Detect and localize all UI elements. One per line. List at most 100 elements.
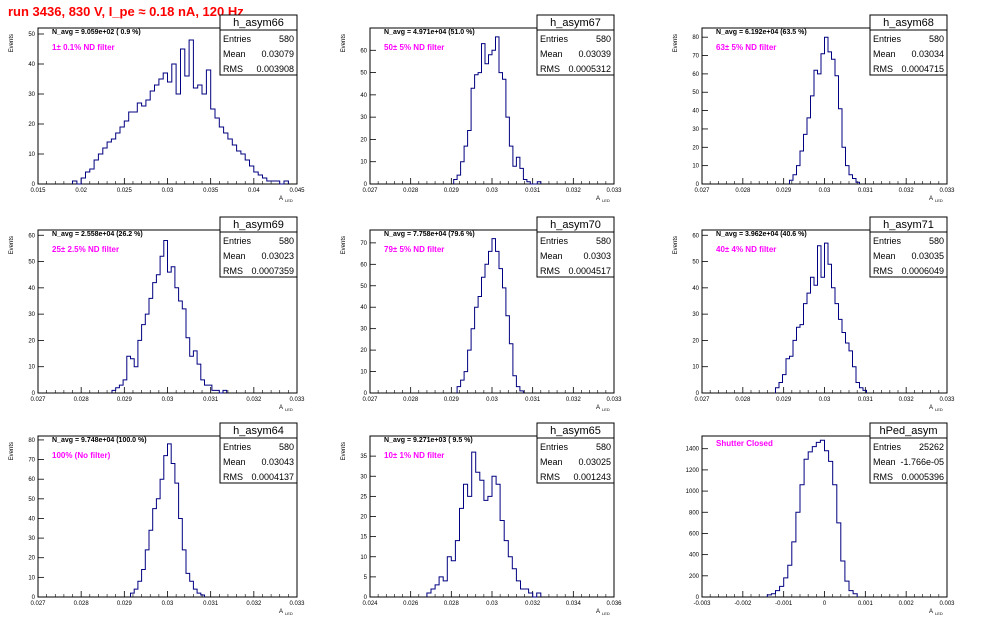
x-tick-label: 0.03 xyxy=(486,188,498,194)
stats-key: RMS xyxy=(223,266,243,276)
y-tick-label: 50 xyxy=(28,497,35,503)
stats-value: 0.03034 xyxy=(911,49,944,59)
stats-value: 580 xyxy=(596,236,611,246)
y-tick-label: 800 xyxy=(689,510,700,516)
stats-title: h_asym65 xyxy=(550,425,601,437)
stats-key: Entries xyxy=(223,442,252,452)
y-tick-label: 60 xyxy=(28,233,35,239)
y-tick-label: 30 xyxy=(360,474,367,480)
y-tick-label: 1200 xyxy=(686,468,700,474)
histogram-steps xyxy=(453,36,542,185)
stats-key: Entries xyxy=(223,34,252,44)
x-tick-label: -0.001 xyxy=(775,601,793,607)
x-axis-label: A LED xyxy=(279,405,293,412)
y-tick-label: 20 xyxy=(692,338,699,344)
stats-key: Mean xyxy=(873,251,896,261)
x-tick-label: 0.031 xyxy=(203,601,219,607)
histogram-panel-h_asym64: 0.027 0.028 0.029 0.03 0.031 0.032 0.033 0 10 20 3… xyxy=(9,422,305,616)
navg-label: N_avg = 3.962e+04 (40.6 %) xyxy=(716,231,807,238)
x-tick-label: 0.035 xyxy=(203,188,219,194)
x-tick-label: 0.031 xyxy=(203,397,219,403)
stats-box xyxy=(869,14,948,76)
x-tick-label: 0.02 xyxy=(75,188,87,194)
y-axis-label: Events xyxy=(673,34,679,52)
y-tick-label: 0 xyxy=(32,595,36,601)
x-tick-label: 0.033 xyxy=(606,397,622,403)
stats-box xyxy=(219,422,298,484)
stats-value: -1.766e-05 xyxy=(900,457,944,467)
y-tick-label: 15 xyxy=(360,535,367,541)
y-tick-label: 0 xyxy=(696,182,700,188)
x-tick-label: 0.032 xyxy=(246,601,262,607)
y-tick-label: 70 xyxy=(360,241,367,247)
y-tick-label: 10 xyxy=(28,575,35,581)
y-tick-label: 60 xyxy=(692,233,699,239)
navg-label: N_avg = 9.271e+03 ( 9.5 %) xyxy=(384,437,473,444)
x-axis-label: A LED xyxy=(929,609,943,616)
stats-title: h_asym67 xyxy=(550,17,601,29)
x-axis-label: A LED xyxy=(596,405,610,412)
y-tick-label: 1400 xyxy=(686,447,700,453)
y-tick-label: 30 xyxy=(28,92,35,98)
stats-key: RMS xyxy=(223,64,243,74)
y-tick-label: 20 xyxy=(360,348,367,354)
stats-value: 580 xyxy=(929,236,944,246)
y-tick-label: 20 xyxy=(360,515,367,521)
stats-title: h_asym64 xyxy=(233,425,284,437)
filter-annotation: 100% (No filter) xyxy=(52,451,111,460)
histogram-panel-h_asym65: 0.024 0.026 0.028 0.03 0.032 0.034 0.036 0 5 10 15… xyxy=(341,422,622,616)
y-axis-label: Events xyxy=(341,442,347,460)
stats-value: 0.0004517 xyxy=(568,266,611,276)
x-axis-label: A LED xyxy=(596,609,610,616)
x-tick-label: 0.027 xyxy=(694,188,710,194)
x-tick-label: 0.025 xyxy=(117,188,133,194)
y-tick-label: 0 xyxy=(364,391,368,397)
x-tick-label: 0.03 xyxy=(486,601,498,607)
stats-key: Mean xyxy=(540,49,563,59)
y-tick-label: 30 xyxy=(692,127,699,133)
stats-title: hPed_asym xyxy=(879,425,937,437)
stats-title: h_asym71 xyxy=(883,219,934,231)
stats-box xyxy=(536,14,615,76)
x-tick-label: 0.027 xyxy=(362,188,378,194)
stats-value: 0.0005396 xyxy=(901,472,944,482)
x-tick-label: 0.036 xyxy=(606,601,622,607)
x-tick-label: -0.003 xyxy=(693,601,711,607)
histogram-panel-h_asym71: 0.027 0.028 0.029 0.03 0.031 0.032 0.033 0 10 20 3… xyxy=(673,216,955,412)
x-tick-label: 0.032 xyxy=(246,397,262,403)
y-tick-label: 60 xyxy=(692,72,699,78)
stats-key: Entries xyxy=(540,236,569,246)
y-tick-label: 20 xyxy=(28,122,35,128)
y-tick-label: 40 xyxy=(28,516,35,522)
x-tick-label: 0.028 xyxy=(444,601,460,607)
x-tick-label: 0.033 xyxy=(289,397,305,403)
stats-value: 0.003908 xyxy=(256,64,294,74)
x-tick-label: 0.026 xyxy=(403,601,419,607)
x-tick-label: 0.027 xyxy=(694,397,710,403)
y-tick-label: 10 xyxy=(28,365,35,371)
stats-key: Entries xyxy=(873,236,902,246)
y-tick-label: 20 xyxy=(28,338,35,344)
x-tick-label: 0.028 xyxy=(735,397,751,403)
y-tick-label: 50 xyxy=(28,260,35,266)
y-tick-label: 30 xyxy=(28,312,35,318)
stats-value: 0.0007359 xyxy=(251,266,294,276)
x-tick-label: 0.033 xyxy=(939,397,955,403)
x-tick-label: 0.001 xyxy=(858,601,874,607)
histogram-panel-h_asym67: 0.027 0.028 0.029 0.03 0.031 0.032 0.033 0 10 20 3… xyxy=(341,14,622,203)
x-tick-label: 0.045 xyxy=(289,188,305,194)
stats-value: 580 xyxy=(596,34,611,44)
y-tick-label: 0 xyxy=(32,182,36,188)
y-axis-label: Events xyxy=(9,236,15,254)
y-tick-label: 1000 xyxy=(686,489,700,495)
x-tick-label: 0.032 xyxy=(525,601,541,607)
stats-value: 580 xyxy=(279,236,294,246)
x-tick-label: 0.03 xyxy=(486,397,498,403)
y-tick-label: 80 xyxy=(692,35,699,41)
navg-label: N_avg = 9.748e+04 (100.0 %) xyxy=(52,437,147,444)
y-axis-label: Events xyxy=(9,34,15,52)
y-tick-label: 0 xyxy=(696,391,700,397)
x-tick-label: 0.03 xyxy=(819,397,831,403)
filter-annotation: 79± 5% ND filter xyxy=(384,245,444,254)
stats-key: Entries xyxy=(223,236,252,246)
